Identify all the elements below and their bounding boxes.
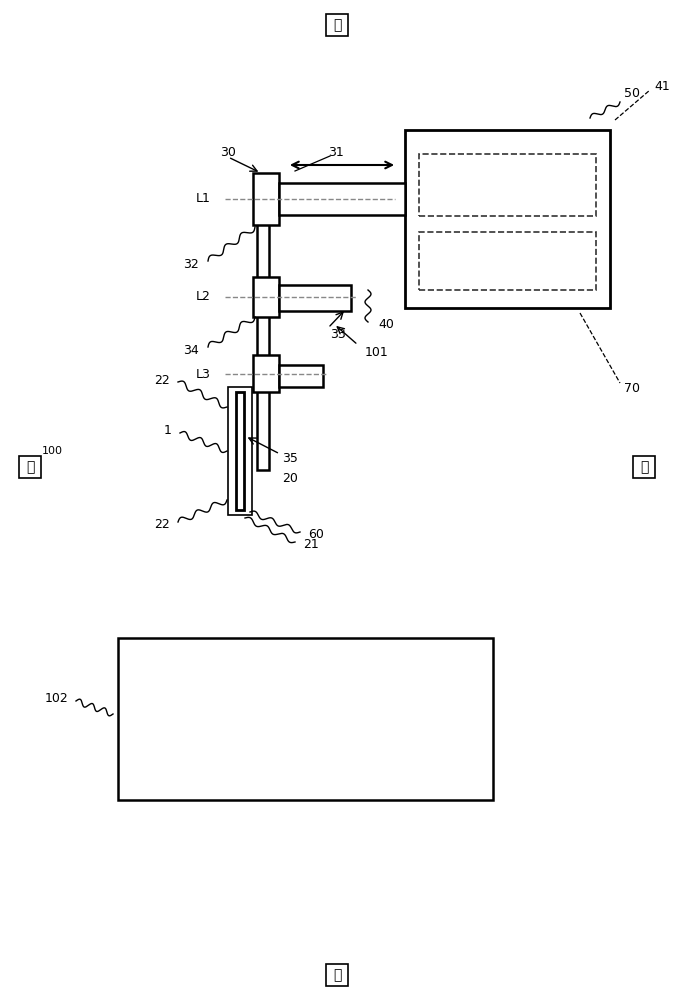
Text: 20: 20 bbox=[282, 473, 298, 486]
Bar bbox=[419, 154, 596, 216]
Bar bbox=[279, 183, 405, 215]
Bar bbox=[279, 365, 323, 387]
Text: 前: 前 bbox=[333, 968, 341, 982]
Text: 60: 60 bbox=[308, 528, 324, 540]
Text: 40: 40 bbox=[378, 318, 394, 332]
Text: 右: 右 bbox=[640, 460, 648, 474]
Text: L1: L1 bbox=[196, 192, 211, 206]
Text: 22: 22 bbox=[154, 373, 170, 386]
Text: L3: L3 bbox=[196, 367, 211, 380]
Text: 41: 41 bbox=[654, 80, 670, 93]
Bar bbox=[236, 392, 244, 510]
Text: 1: 1 bbox=[164, 424, 172, 438]
Bar bbox=[419, 232, 596, 290]
Text: 34: 34 bbox=[183, 344, 199, 357]
Bar bbox=[253, 173, 279, 225]
Bar bbox=[19, 456, 41, 478]
Text: 33: 33 bbox=[330, 328, 346, 342]
Bar bbox=[253, 355, 279, 392]
Text: 100: 100 bbox=[42, 446, 63, 456]
Text: 30: 30 bbox=[220, 145, 236, 158]
Text: 21: 21 bbox=[303, 538, 319, 550]
Text: 70: 70 bbox=[624, 381, 640, 394]
Text: 102: 102 bbox=[44, 692, 68, 706]
Bar bbox=[253, 277, 279, 317]
Text: L2: L2 bbox=[196, 290, 211, 304]
Text: 右: 右 bbox=[333, 18, 341, 32]
Text: 50: 50 bbox=[624, 87, 640, 100]
Text: 32: 32 bbox=[183, 258, 199, 271]
Text: 101: 101 bbox=[365, 346, 389, 359]
Bar bbox=[279, 285, 351, 311]
Text: 35: 35 bbox=[282, 452, 298, 466]
Bar bbox=[326, 14, 348, 36]
Text: 22: 22 bbox=[154, 518, 170, 530]
Bar bbox=[257, 220, 269, 470]
Text: 31: 31 bbox=[328, 145, 344, 158]
Bar bbox=[228, 387, 252, 515]
Text: 左: 左 bbox=[26, 460, 34, 474]
Bar bbox=[326, 964, 348, 986]
Bar bbox=[633, 456, 655, 478]
Bar bbox=[118, 638, 493, 800]
Bar bbox=[405, 130, 610, 308]
